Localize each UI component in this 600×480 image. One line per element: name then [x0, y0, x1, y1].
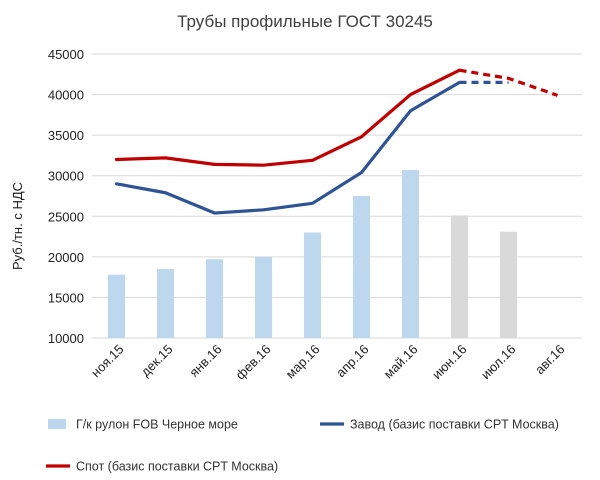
x-tick-label: янв.16: [186, 342, 224, 380]
y-tick-label: 10000: [48, 331, 84, 346]
bar: [206, 259, 223, 338]
x-tick-label: фев.16: [233, 342, 274, 383]
bar: [451, 215, 468, 338]
legend-label: Г/к рулон FOB Черное море: [76, 418, 238, 432]
legend-swatch-bar: [48, 419, 66, 429]
series-line-dashed: [459, 68, 559, 97]
y-tick-label: 45000: [48, 47, 84, 62]
x-tick-label: июн.16: [429, 342, 469, 382]
bar: [157, 269, 174, 338]
bar: [304, 232, 321, 338]
x-tick-label: авг.16: [532, 342, 568, 378]
y-tick-label: 15000: [48, 290, 84, 305]
x-tick-label: дек.15: [138, 342, 176, 380]
x-tick-label: апр.16: [333, 342, 372, 381]
lines: [114, 68, 559, 215]
bar: [108, 274, 125, 338]
bar: [402, 170, 419, 338]
legend-label: Завод (базис поставки CPT Москва): [350, 418, 559, 432]
series-line-solid: [114, 80, 462, 215]
y-tick-label: 35000: [48, 128, 84, 143]
x-tick-label: июл.16: [478, 342, 519, 383]
x-tick-label: май.16: [381, 342, 421, 382]
bar: [500, 231, 517, 338]
legend-label: Спот (базис поставки CPT Москва): [76, 460, 278, 474]
x-tick-label: ноя.15: [88, 342, 127, 381]
y-tick-label: 25000: [48, 209, 84, 224]
bar: [255, 256, 272, 338]
chart-title: Трубы профильные ГОСТ 30245: [177, 12, 433, 31]
y-tick-label: 30000: [48, 169, 84, 184]
bar: [353, 196, 370, 338]
x-ticks: ноя.15 дек.15 янв.16 фев.16 мар.16 апр.16 май.…: [88, 342, 568, 383]
y-ticks: 10000 15000 20000 25000 30000 35000 40000 45000: [48, 47, 84, 346]
bars: [108, 170, 517, 338]
y-tick-label: 20000: [48, 250, 84, 265]
y-tick-label: 40000: [48, 88, 84, 103]
y-axis-label: Руб./тн. с НДС: [10, 182, 25, 270]
series-line-solid: [114, 68, 462, 167]
x-tick-label: мар.16: [283, 342, 323, 382]
legend: Г/к рулон FOB Черное море Завод (базис по…: [46, 418, 559, 474]
